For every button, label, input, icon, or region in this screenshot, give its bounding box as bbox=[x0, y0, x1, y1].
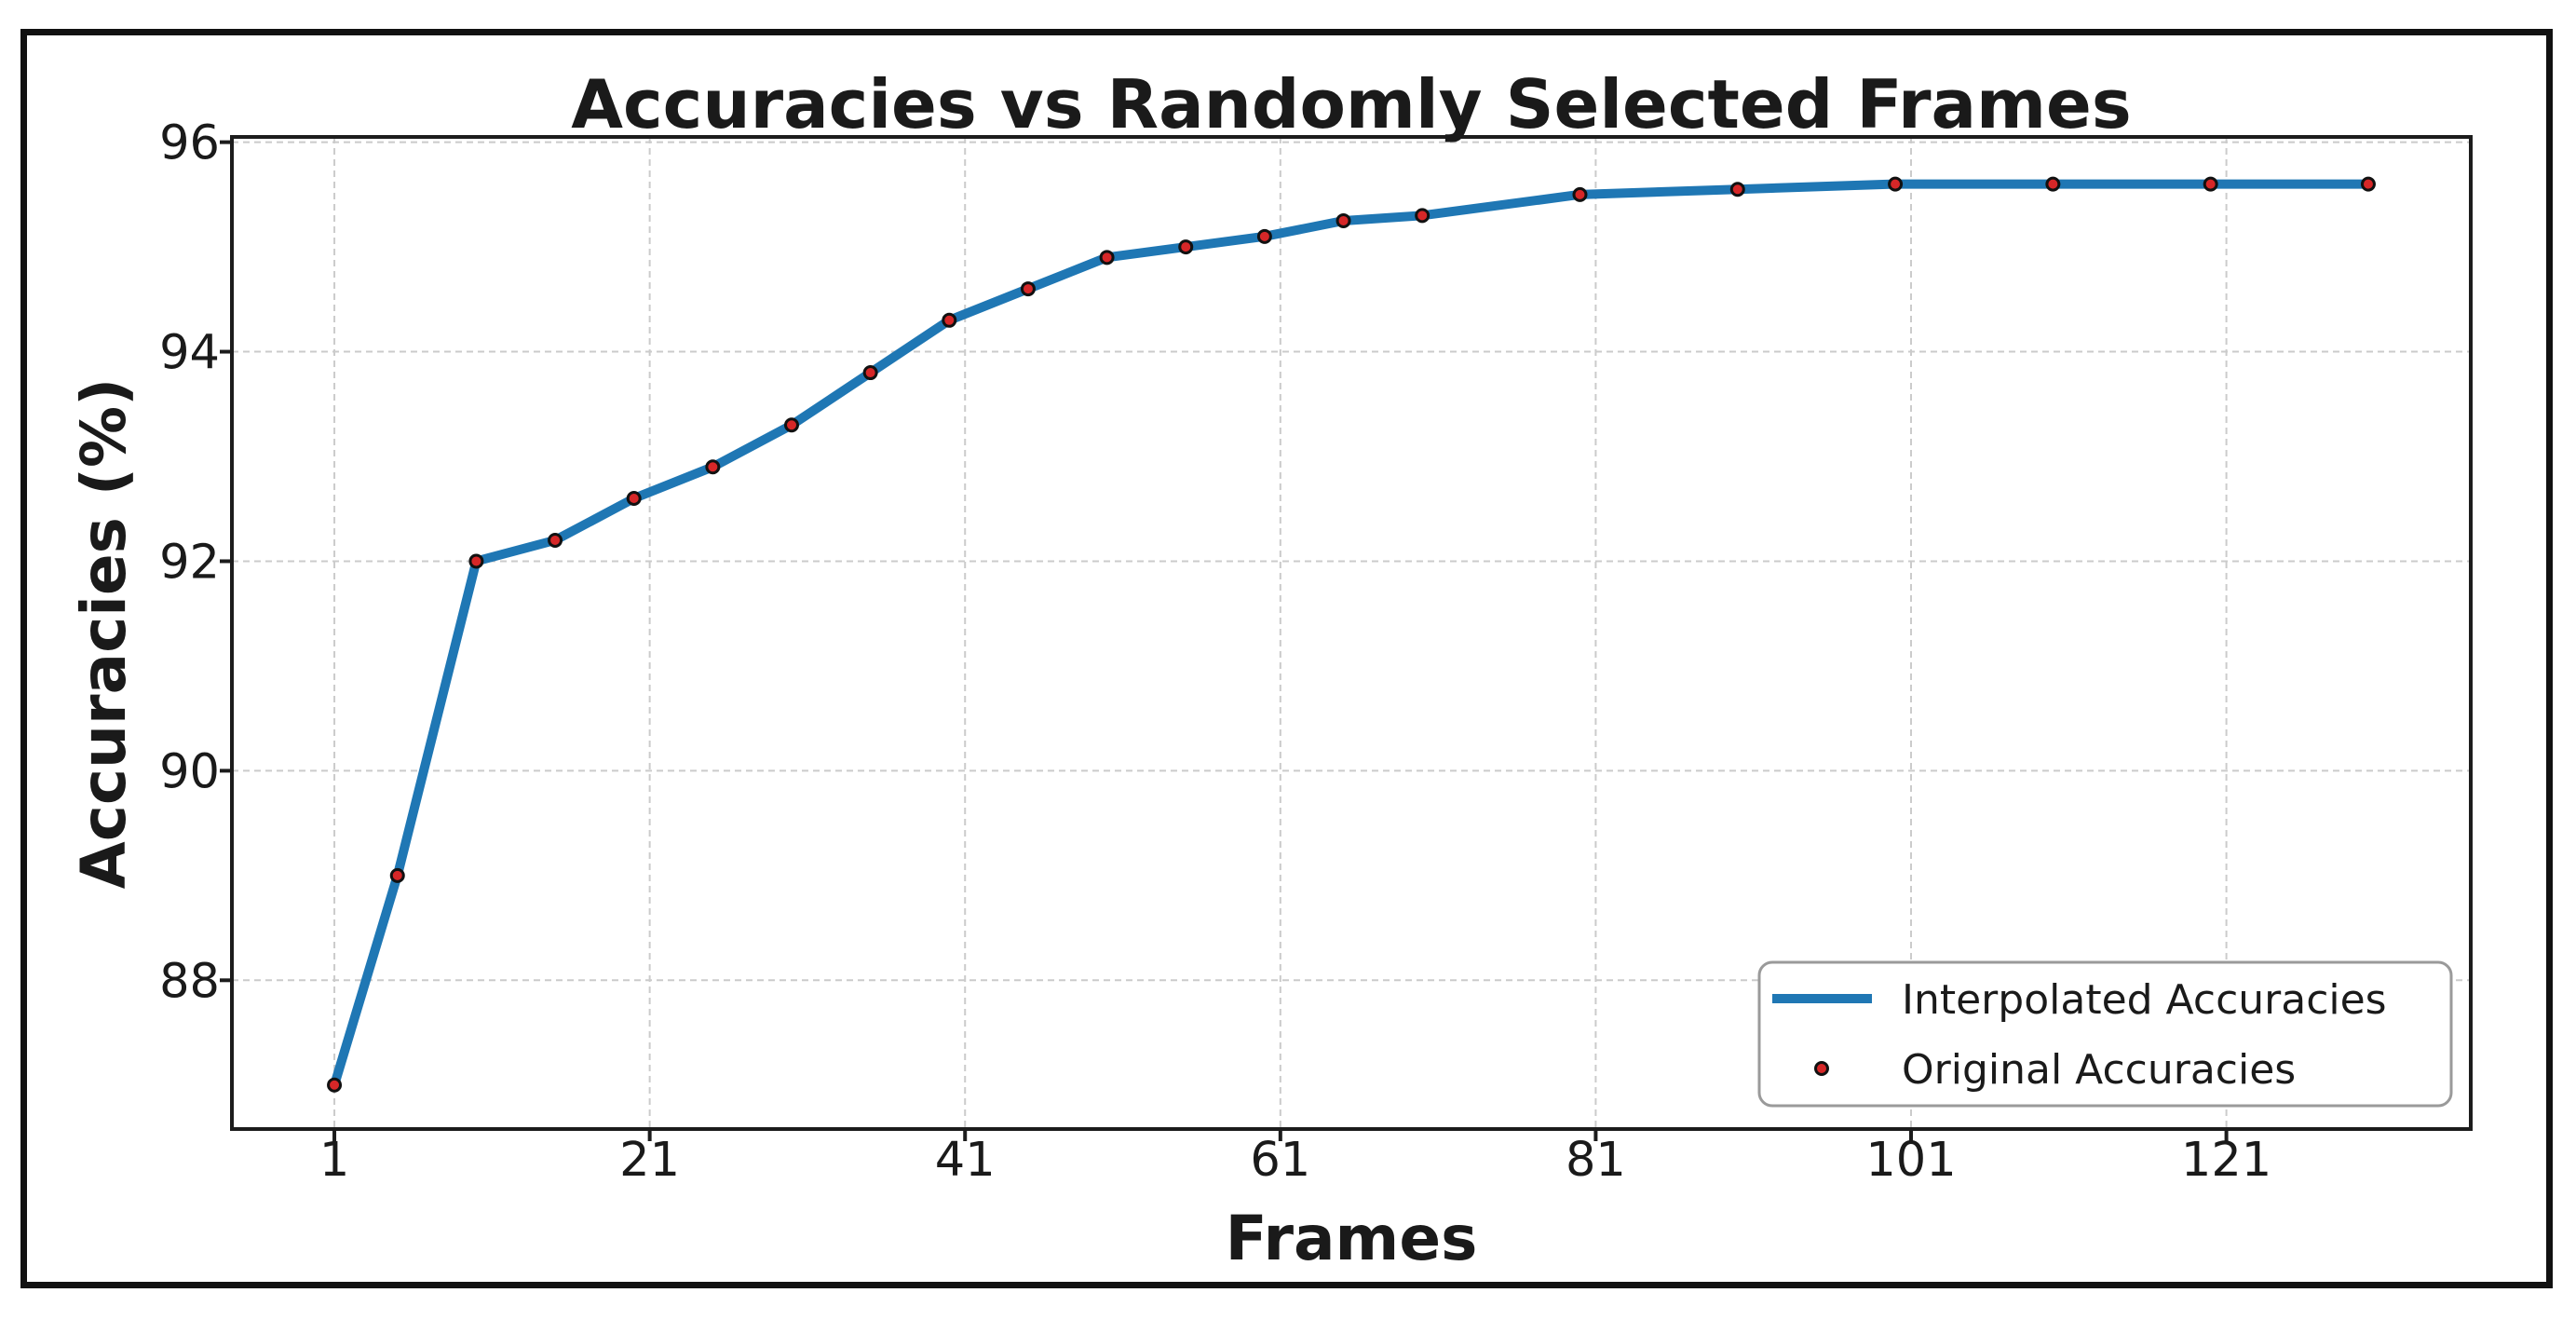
data-point bbox=[1888, 176, 1904, 192]
data-point bbox=[2045, 176, 2061, 192]
gridlines bbox=[232, 137, 2471, 1129]
x-tick-label: 101 bbox=[1865, 1133, 1956, 1188]
x-tick-labels: 1 21 41 61 81 101 121 bbox=[319, 1133, 2271, 1188]
data-point bbox=[1572, 186, 1588, 202]
axes-spines bbox=[230, 135, 2473, 1131]
original-accuracies-points bbox=[327, 176, 2376, 1093]
data-point bbox=[862, 365, 878, 381]
chart-title: Accuracies vs Randomly Selected Frames bbox=[571, 65, 2132, 143]
x-axis-label: Frames bbox=[1226, 1203, 1478, 1274]
tick-marks bbox=[220, 140, 2229, 1141]
y-tick-labels: 88 90 92 94 96 bbox=[159, 116, 220, 1010]
data-point bbox=[2203, 176, 2218, 192]
data-point bbox=[626, 490, 642, 506]
data-point bbox=[468, 553, 484, 569]
x-tick-label: 121 bbox=[2181, 1133, 2271, 1188]
x-tick-label: 1 bbox=[319, 1133, 349, 1188]
legend-box bbox=[1757, 960, 2453, 1108]
x-tick-label: 61 bbox=[1250, 1133, 1310, 1188]
x-tick-label: 81 bbox=[1566, 1133, 1626, 1188]
data-point bbox=[1335, 212, 1351, 228]
data-point bbox=[1099, 250, 1115, 265]
x-tick-label: 41 bbox=[935, 1133, 996, 1188]
data-point bbox=[548, 532, 563, 548]
legend-dot-sample bbox=[1814, 1061, 1829, 1076]
y-tick-label: 88 bbox=[159, 954, 220, 1009]
data-point bbox=[389, 867, 405, 883]
data-point bbox=[784, 417, 799, 433]
y-axis-label: Accuracies (%) bbox=[68, 378, 140, 890]
y-tick-label: 90 bbox=[159, 744, 220, 799]
data-point bbox=[705, 459, 721, 475]
figure-border bbox=[20, 29, 2553, 1288]
data-point bbox=[942, 312, 957, 328]
data-point bbox=[1178, 239, 1194, 255]
y-tick-label: 92 bbox=[159, 535, 220, 590]
legend-entry-interpolated: Interpolated Accuracies bbox=[1902, 976, 2387, 1024]
data-point bbox=[1256, 228, 1272, 244]
data-point bbox=[1415, 208, 1430, 224]
data-point bbox=[1729, 182, 1745, 197]
y-tick-label: 94 bbox=[159, 326, 220, 381]
legend: Interpolated Accuracies Original Accurac… bbox=[1757, 960, 2453, 1108]
interpolated-accuracies-line bbox=[330, 179, 2373, 1090]
x-tick-label: 21 bbox=[619, 1133, 680, 1188]
data-point bbox=[2360, 176, 2376, 192]
y-tick-label: 96 bbox=[159, 116, 220, 171]
legend-entry-original: Original Accuracies bbox=[1902, 1046, 2296, 1094]
data-point bbox=[1020, 281, 1036, 297]
data-point bbox=[327, 1077, 343, 1093]
